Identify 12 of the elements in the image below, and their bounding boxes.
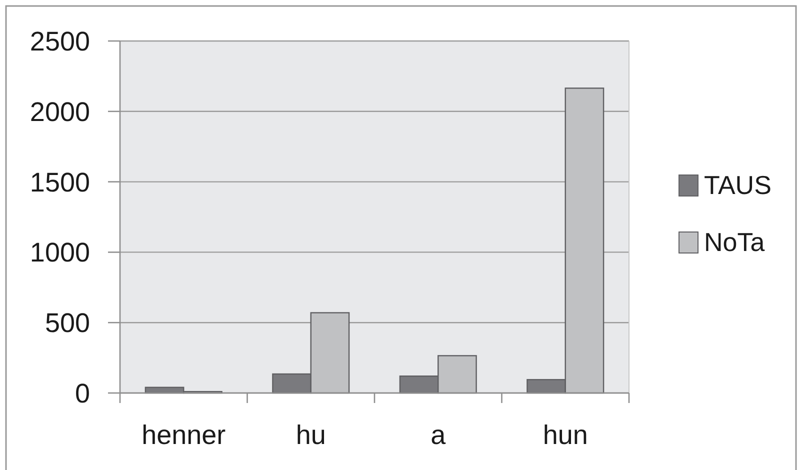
y-tick-label: 1500 (30, 167, 90, 198)
y-tick-label: 0 (74, 378, 90, 408)
y-tick-label: 2500 (30, 26, 90, 56)
x-tick-label: hun (542, 420, 588, 450)
y-tick-label: 2000 (30, 96, 90, 127)
legend-label: TAUS (704, 170, 772, 200)
x-tick-label: hu (296, 420, 326, 450)
x-tick-label: henner (142, 420, 226, 450)
y-tick-label: 500 (44, 308, 90, 338)
x-tick-label: a (430, 420, 447, 450)
y-tick-label: 1000 (30, 238, 90, 268)
legend-label: NoTa (704, 227, 766, 257)
